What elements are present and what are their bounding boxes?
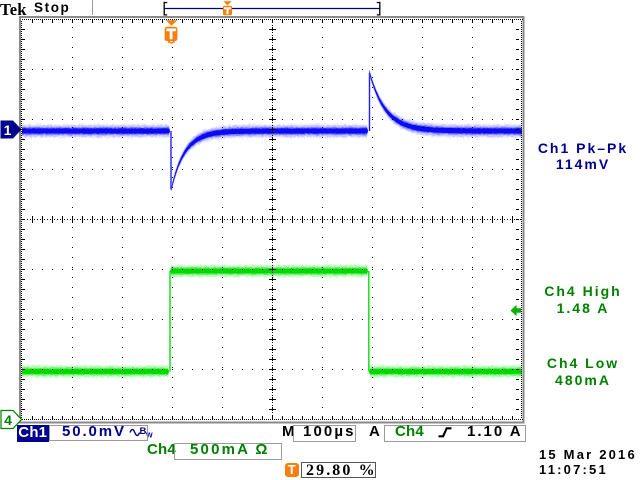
svg-text:4: 4 [4,412,12,428]
svg-text:B: B [140,426,147,437]
svg-text:1: 1 [4,122,12,138]
svg-text:W: W [146,433,153,440]
